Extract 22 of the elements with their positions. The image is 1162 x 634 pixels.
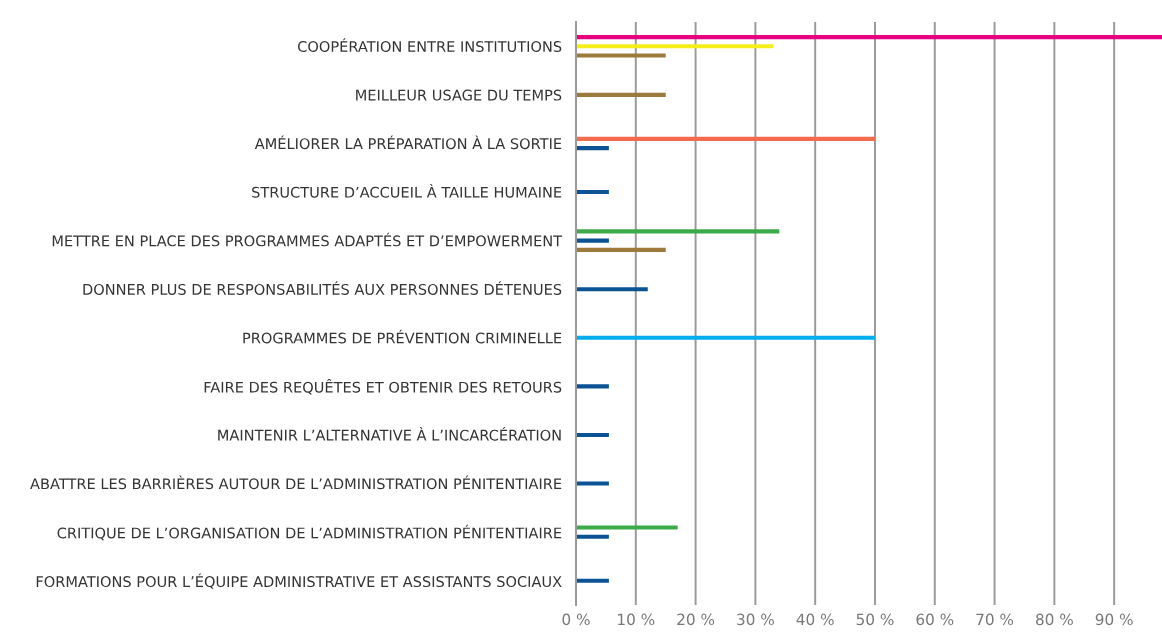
x-tick-label: 80 % <box>1036 613 1073 626</box>
y-tick-label: COOPÉRATION ENTRE INSTITUTIONS <box>298 38 562 53</box>
y-tick-label: FAIRE DES REQUÊTES ET OBTENIR DES RETOURS <box>204 379 562 395</box>
y-tick-label: CRITIQUE DE L’ORGANISATION DE L’ADMINISTRATION PÉNITENTIAIRE <box>57 524 562 541</box>
x-tick-label: 50 % <box>856 613 894 626</box>
y-tick-label: PROGRAMMES DE PRÉVENTION CRIMINELLE <box>243 329 562 344</box>
x-tick-label: 40 % <box>796 613 834 626</box>
y-tick-label: ABATTRE LES BARRIÈRES AUTOUR DE L’ADMINISTRATION PÉNITENTIAIRE <box>30 475 562 490</box>
x-tick-label: 20 % <box>677 613 715 626</box>
y-tick-label: AMÉLIORER LA PRÉPARATION À LA SORTIE <box>254 135 562 150</box>
y-tick-label: METTRE EN PLACE DES PROGRAMMES ADAPTÉS ET D’EMPOWERMENT <box>52 232 563 247</box>
y-tick-label: FORMATIONS POUR L’ÉQUIPE ADMINISTRATIVE ET ASSISTANTS SOCIAUX <box>36 573 562 589</box>
y-tick-label: MAINTENIR L’ALTERNATIVE À L’INCARCÉRATION <box>218 427 561 441</box>
y-tick-label: STRUCTURE D’ACCUEIL À TAILLE HUMAINE <box>252 184 562 198</box>
x-tick-label: 90 % <box>1095 613 1133 626</box>
y-tick-label: DONNER PLUS DE RESPONSABILITÉS AUX PERSONNES DÉTENUES <box>83 281 562 295</box>
x-tick-label: 10 % <box>618 613 655 626</box>
x-tick-label: 0 % <box>562 613 590 626</box>
x-tick-label: 70 % <box>976 613 1014 626</box>
x-tick-label: 30 % <box>737 613 774 626</box>
x-tick-label: 60 % <box>916 613 954 626</box>
y-tick-label: MEILLEUR USAGE DU TEMPS <box>356 89 562 101</box>
